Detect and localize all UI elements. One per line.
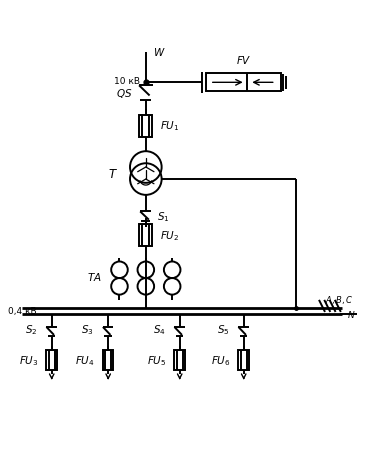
Text: $QS$: $QS$	[116, 87, 132, 100]
Text: $FU_6$: $FU_6$	[211, 353, 230, 367]
Text: 0,4 кВ: 0,4 кВ	[8, 307, 37, 316]
Bar	[206, 74, 282, 92]
Text: $S_3$: $S_3$	[81, 322, 94, 336]
Text: $N$: $N$	[347, 309, 356, 319]
Text: $T$: $T$	[108, 167, 118, 180]
Text: $FU_2$: $FU_2$	[160, 228, 180, 242]
Text: $FU_1$: $FU_1$	[160, 119, 180, 133]
Text: $FU_5$: $FU_5$	[147, 353, 167, 367]
Text: $FU_4$: $FU_4$	[75, 353, 95, 367]
Text: $W$: $W$	[152, 46, 165, 58]
Text: 10 кВ: 10 кВ	[114, 77, 140, 86]
Bar	[139, 115, 152, 137]
Bar	[238, 350, 249, 370]
Text: $S_4$: $S_4$	[153, 322, 165, 336]
Bar	[139, 225, 152, 246]
Text: $FV$: $FV$	[236, 54, 251, 66]
Text: $S_1$: $S_1$	[157, 210, 170, 223]
Bar	[175, 350, 185, 370]
Bar	[103, 350, 113, 370]
Bar	[47, 350, 57, 370]
Text: $S_2$: $S_2$	[25, 322, 37, 336]
Text: $A, B, C$: $A, B, C$	[325, 293, 353, 305]
Text: $FU_3$: $FU_3$	[19, 353, 39, 367]
Text: $TA$: $TA$	[86, 270, 101, 282]
Text: $S_5$: $S_5$	[217, 322, 230, 336]
